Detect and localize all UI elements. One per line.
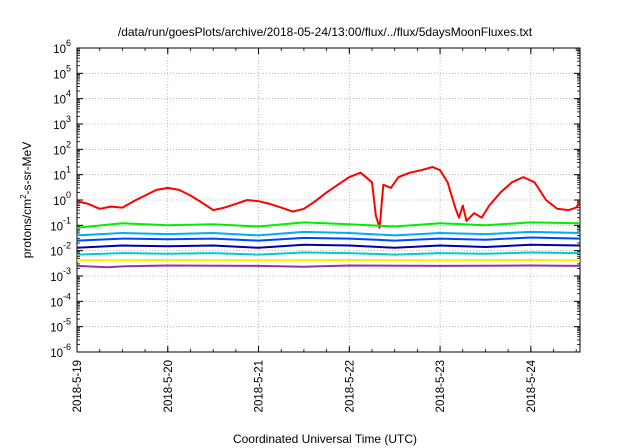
series-line-8: [77, 264, 580, 269]
series-group: [77, 166, 580, 269]
series-line-4: [77, 236, 580, 242]
series-line-2: [77, 221, 580, 229]
y-tick-label: 10-1: [50, 215, 71, 233]
series-line-6: [77, 251, 580, 256]
x-tick-label: 2018-5-19: [72, 360, 84, 412]
y-tick-label: 10-2: [50, 241, 71, 259]
y-axis-label: protons/cm2-s-sr-MeV: [19, 142, 34, 258]
y-tick-label: 10-4: [50, 291, 71, 309]
y-tick-label: 102: [53, 139, 71, 157]
y-tick-label: 10-5: [50, 317, 71, 335]
y-tick-label: 104: [53, 89, 71, 107]
y-tick-label: 101: [53, 165, 71, 183]
series-line-5: [77, 243, 580, 249]
y-tick-label: 103: [53, 114, 71, 132]
x-tick-label: 2018-5-20: [163, 360, 175, 412]
x-axis-label: Coordinated Universal Time (UTC): [233, 432, 417, 446]
y-tick-label: 106: [53, 38, 71, 56]
series-line-1: [77, 166, 580, 229]
y-tick-label: 10-3: [50, 266, 71, 284]
chart-title: /data/run/goesPlots/archive/2018-05-24/1…: [118, 25, 533, 39]
x-tick-label: 2018-5-24: [526, 359, 538, 412]
series-line-3: [77, 230, 580, 237]
y-axis-label-post: -s-sr-MeV: [20, 142, 34, 195]
x-tick-labels: 2018-5-19 2018-5-20 2018-5-21 2018-5-22 2018…: [72, 359, 538, 412]
axis-ticks: [76, 47, 580, 353]
y-axis-label-pre: protons/cm: [20, 199, 34, 258]
y-axis-label-sup: 2: [19, 194, 28, 199]
y-tick-label: 10-6: [50, 342, 71, 360]
y-tick-label: 105: [53, 63, 71, 81]
y-tick-label: 100: [53, 190, 71, 208]
y-tick-labels: 10-6 10-5 10-4 10-3 10-2 10-1 100 101 102 103 104 1…: [50, 38, 71, 360]
x-tick-label: 2018-5-22: [344, 360, 356, 412]
grid: [77, 48, 580, 352]
x-tick-label: 2018-5-23: [435, 360, 447, 412]
x-tick-label: 2018-5-21: [254, 360, 266, 412]
